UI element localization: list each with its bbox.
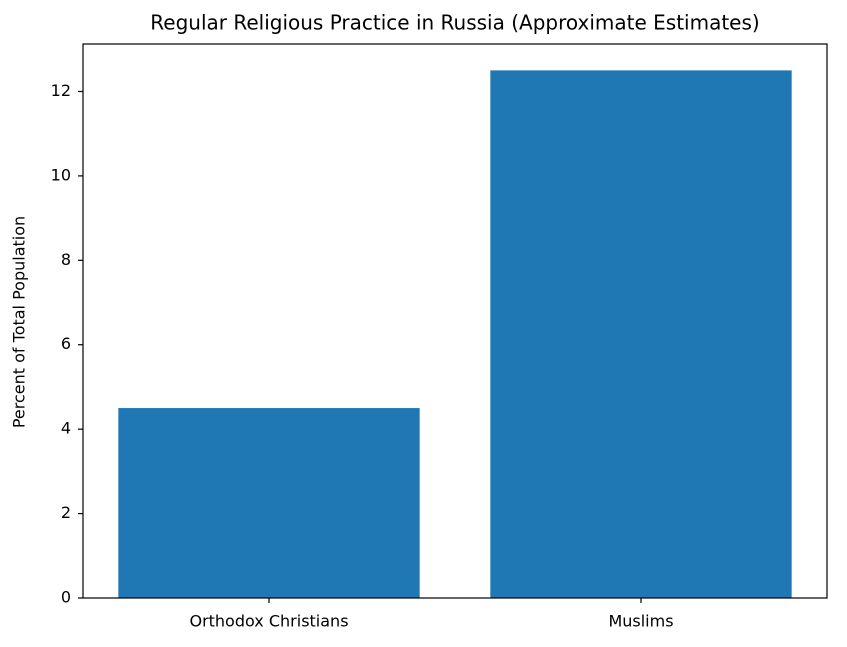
x-tick-label: Orthodox Christians xyxy=(189,612,348,631)
y-tick-label: 2 xyxy=(61,503,71,522)
y-tick-label: 8 xyxy=(61,250,71,269)
y-tick-label: 12 xyxy=(51,81,71,100)
axes-frame xyxy=(82,43,828,599)
bar xyxy=(118,408,420,598)
y-tick-label: 6 xyxy=(61,334,71,353)
y-tick-label: 10 xyxy=(51,165,71,184)
bar xyxy=(490,70,792,598)
x-tick-label: Muslims xyxy=(608,612,673,631)
y-axis-label: Percent of Total Population xyxy=(10,216,29,428)
y-tick-label: 0 xyxy=(61,588,71,607)
y-tick-label: 4 xyxy=(61,419,71,438)
chart-title: Regular Religious Practice in Russia (Ap… xyxy=(150,11,759,35)
